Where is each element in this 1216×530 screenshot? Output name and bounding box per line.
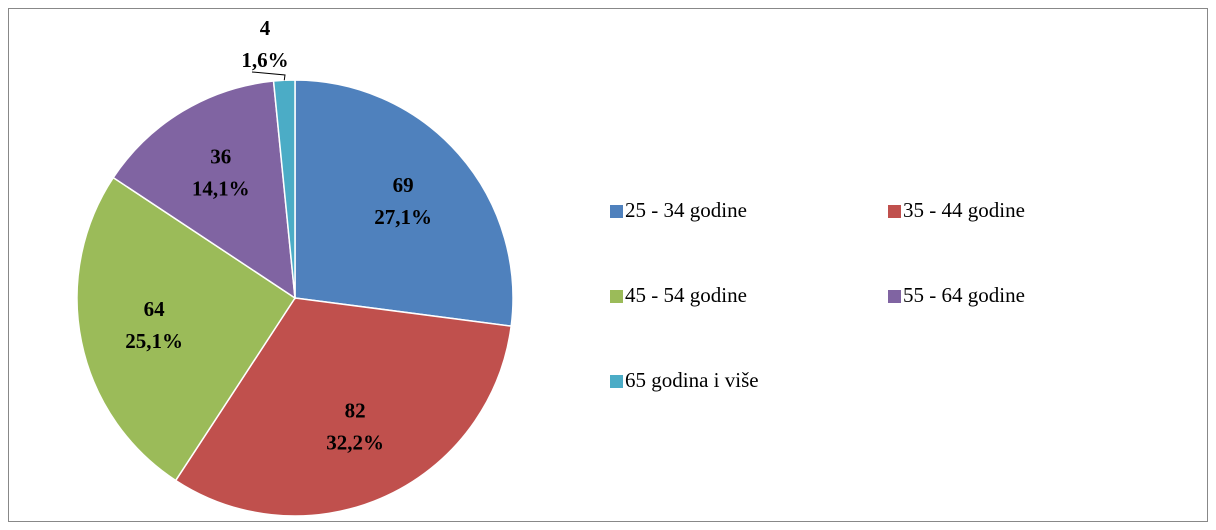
legend-label: 25 - 34 godine xyxy=(625,198,747,222)
data-label-percent: 27,1% xyxy=(374,205,432,229)
pie-slice xyxy=(76,176,297,482)
legend-swatch xyxy=(888,205,901,218)
data-label-count: 82 xyxy=(345,399,366,423)
data-label-percent: 32,2% xyxy=(326,431,384,455)
legend-swatch xyxy=(610,375,623,388)
pie-slice xyxy=(294,79,514,327)
legend-swatch xyxy=(610,290,623,303)
legend-label: 45 - 54 godine xyxy=(625,283,747,307)
legend-swatch xyxy=(610,205,623,218)
data-label-percent: 14,1% xyxy=(192,177,250,201)
legend-label: 65 godina i više xyxy=(625,368,759,392)
legend-label: 35 - 44 godine xyxy=(903,198,1025,222)
leader-line xyxy=(251,71,286,81)
data-label-count: 4 xyxy=(260,16,271,40)
data-label-percent: 25,1% xyxy=(125,329,183,353)
data-label-count: 64 xyxy=(144,297,166,321)
legend-label: 55 - 64 godine xyxy=(903,283,1025,307)
data-label-count: 69 xyxy=(393,173,414,197)
data-label-count: 36 xyxy=(210,145,231,169)
legend-swatch xyxy=(888,290,901,303)
data-label-percent: 1,6% xyxy=(241,48,288,72)
pie-slice xyxy=(112,80,296,300)
